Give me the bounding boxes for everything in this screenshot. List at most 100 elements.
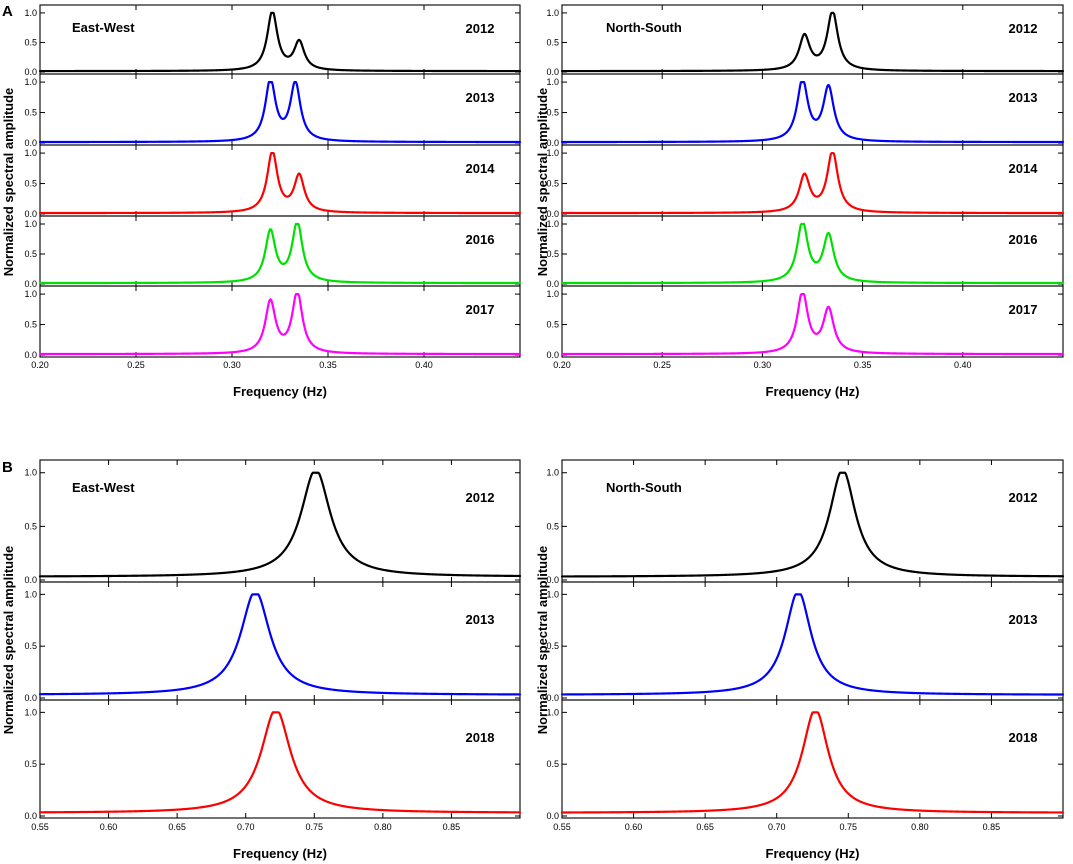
y-tick-label: 1.0	[24, 8, 37, 18]
x-tick-label: 0.60	[100, 822, 118, 832]
subplot-2014: 0.0 0.5 1.0 2014	[24, 144, 522, 219]
x-tick-label: 0.70	[768, 822, 786, 832]
y-tick-label: 0.0	[546, 811, 559, 821]
subplot-frame	[561, 285, 1064, 358]
y-tick-label: 0.0	[24, 209, 37, 219]
x-tick-label: 0.85	[983, 822, 1001, 832]
series-line-2012	[38, 11, 522, 73]
subplot-2014: 0.0 0.5 1.0 2014	[546, 144, 1065, 219]
x-tick-label: 0.60	[625, 822, 643, 832]
y-tick-label: 0.0	[24, 575, 37, 585]
year-label: 2018	[466, 730, 495, 745]
series-line-2014	[560, 151, 1065, 215]
y-tick-label: 0.5	[24, 320, 37, 330]
year-label: 2016	[466, 232, 495, 247]
subplot-frame	[39, 581, 521, 701]
y-tick-label: 1.0	[546, 219, 559, 229]
y-tick-label: 0.5	[24, 641, 37, 651]
series-line-2016	[38, 222, 522, 285]
subplot-frame	[561, 4, 1064, 75]
y-tick-label: 0.0	[546, 693, 559, 703]
series-line-2018	[560, 711, 1065, 814]
year-label: 2017	[466, 302, 495, 317]
y-tick-label: 0.5	[546, 108, 559, 118]
subplot-2012: 0.0 0.5 1.0 2012	[24, 459, 522, 585]
direction-label: East-West	[72, 480, 135, 495]
series-line-2013	[38, 80, 522, 144]
subplot-frame	[39, 215, 521, 287]
y-tick-label: 1.0	[546, 707, 559, 717]
y-tick-label: 0.5	[546, 759, 559, 769]
y-tick-label: 0.0	[546, 209, 559, 219]
x-tick-label: 0.55	[31, 822, 49, 832]
x-tick-label: 0.20	[553, 360, 571, 370]
subplot-frame	[561, 144, 1064, 217]
series-line-2016	[560, 222, 1065, 285]
direction-label: North-South	[606, 480, 682, 495]
x-tick-label: 0.30	[754, 360, 772, 370]
year-label: 2013	[466, 90, 495, 105]
year-label: 2013	[466, 612, 495, 627]
direction-label: North-South	[606, 20, 682, 35]
series-line-2017	[560, 292, 1065, 356]
x-tick-label: 0.35	[854, 360, 872, 370]
chart-2: 0.00.51.020120.00.51.020130.00.51.020180…	[1, 459, 522, 861]
subplot-frame	[39, 4, 521, 75]
subplot-2013: 0.0 0.5 1.0 2013	[24, 581, 522, 703]
y-tick-label: 0.0	[546, 279, 559, 289]
x-tick-label: 0.65	[168, 822, 186, 832]
chart-0: 0.00.51.020120.00.51.020130.00.51.020140…	[1, 4, 522, 399]
year-label: 2014	[1009, 161, 1039, 176]
y-axis-label: Normalized spectral amplitude	[535, 546, 550, 735]
subplot-frame	[39, 699, 521, 819]
x-tick-label: 0.75	[840, 822, 858, 832]
subplot-2018: 0.0 0.5 1.0 2018	[24, 699, 522, 821]
y-axis-label: Normalized spectral amplitude	[535, 88, 550, 277]
y-tick-label: 0.0	[24, 138, 37, 148]
x-tick-label: 0.35	[319, 360, 337, 370]
x-tick-label: 0.70	[237, 822, 255, 832]
subplot-frame	[39, 459, 521, 583]
y-tick-label: 1.0	[24, 468, 37, 478]
subplot-2012: 0.0 0.5 1.0 2012	[546, 4, 1065, 77]
y-tick-label: 0.5	[24, 108, 37, 118]
x-tick-label: 0.20	[31, 360, 49, 370]
x-tick-label: 0.80	[911, 822, 929, 832]
direction-label: East-West	[72, 20, 135, 35]
y-tick-label: 0.5	[24, 521, 37, 531]
subplot-2016: 0.0 0.5 1.0 2016	[546, 215, 1065, 289]
series-line-2012	[38, 471, 522, 578]
y-tick-label: 1.0	[24, 289, 37, 299]
year-label: 2018	[1009, 730, 1038, 745]
subplot-frame	[561, 699, 1064, 819]
year-label: 2017	[1009, 302, 1038, 317]
x-tick-label: 0.40	[954, 360, 972, 370]
y-tick-label: 0.0	[24, 693, 37, 703]
subplot-frame	[561, 459, 1064, 583]
year-label: 2016	[1009, 232, 1038, 247]
y-tick-label: 0.0	[546, 138, 559, 148]
x-tick-label: 0.80	[374, 822, 392, 832]
x-axis-label: Frequency (Hz)	[233, 384, 327, 399]
subplot-2013: 0.0 0.5 1.0 2013	[546, 581, 1065, 703]
y-axis-label: Normalized spectral amplitude	[1, 88, 16, 277]
y-tick-label: 1.0	[24, 219, 37, 229]
subplot-2017: 0.0 0.5 1.0 2017	[546, 285, 1065, 360]
y-tick-label: 0.5	[24, 179, 37, 189]
y-tick-label: 0.5	[546, 249, 559, 259]
y-tick-label: 0.5	[24, 759, 37, 769]
x-tick-label: 0.40	[415, 360, 433, 370]
y-tick-label: 1.0	[546, 589, 559, 599]
subplot-2013: 0.0 0.5 1.0 2013	[24, 73, 522, 148]
y-tick-label: 0.0	[546, 575, 559, 585]
subplot-2012: 0.0 0.5 1.0 2012	[24, 4, 522, 77]
year-label: 2012	[1009, 490, 1038, 505]
y-tick-label: 0.5	[546, 641, 559, 651]
y-tick-label: 1.0	[546, 77, 559, 87]
y-axis-label: Normalized spectral amplitude	[1, 546, 16, 735]
x-tick-label: 0.25	[127, 360, 145, 370]
y-tick-label: 1.0	[546, 148, 559, 158]
subplot-2013: 0.0 0.5 1.0 2013	[546, 73, 1065, 148]
y-tick-label: 0.0	[24, 279, 37, 289]
